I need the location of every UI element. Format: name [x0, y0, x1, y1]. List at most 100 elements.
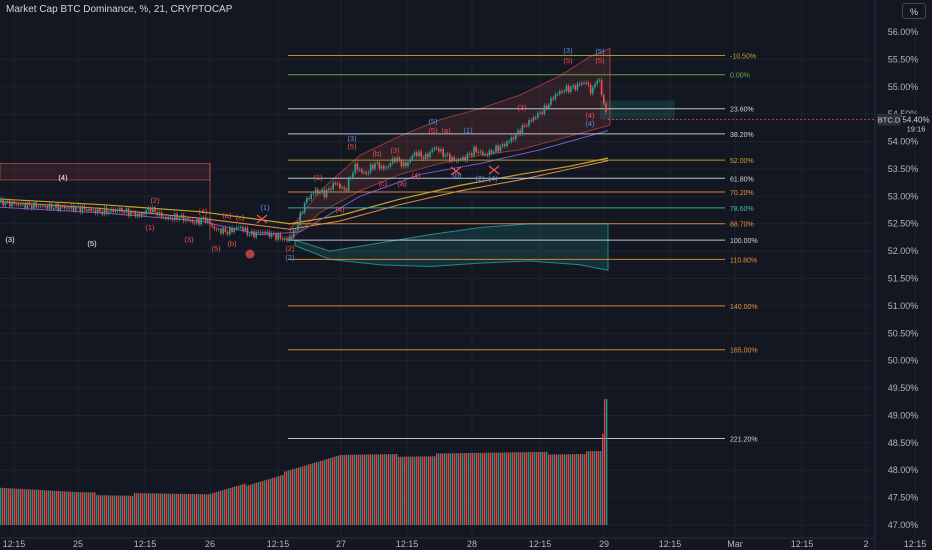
- candle-body: [301, 212, 304, 214]
- volume-bar: [392, 454, 394, 525]
- candle-body: [429, 152, 431, 158]
- volume-bar: [246, 485, 248, 525]
- volume-bar: [586, 451, 588, 525]
- volume-bar: [526, 452, 528, 525]
- currency-unit-button[interactable]: %: [902, 3, 926, 19]
- candle-body: [475, 147, 477, 152]
- volume-bar: [358, 454, 360, 525]
- volume-bar: [50, 490, 52, 525]
- candle-body: [605, 103, 607, 112]
- candle-body: [17, 204, 20, 206]
- candle-body: [519, 130, 521, 135]
- volume-bar: [142, 493, 144, 525]
- volume-bar: [144, 493, 146, 525]
- volume-bar: [398, 456, 400, 525]
- candle-body: [149, 207, 152, 213]
- volume-bar: [184, 493, 186, 525]
- candle-body: [352, 172, 354, 178]
- wave-label: (4): [198, 207, 208, 216]
- wave-label: (3): [347, 134, 357, 143]
- candle-body: [295, 230, 297, 232]
- candle-body: [550, 97, 552, 105]
- candle-body: [59, 206, 62, 211]
- volume-bar: [470, 452, 472, 525]
- candle-body: [319, 192, 321, 194]
- candle-body: [325, 189, 328, 198]
- candle-body: [380, 165, 383, 169]
- wave-label: (3): [5, 235, 15, 244]
- candle-body: [46, 206, 48, 209]
- wave-label: (1): [313, 173, 323, 182]
- wave-label: (2): [475, 174, 485, 183]
- wave-label: (b): [452, 171, 462, 180]
- volume-bar: [414, 456, 416, 525]
- wave-label: (a): [441, 126, 451, 135]
- candle-body: [594, 84, 596, 88]
- volume-bar: [36, 489, 38, 525]
- candle-body: [290, 237, 293, 239]
- candle-body: [479, 151, 482, 153]
- candle-body: [123, 212, 125, 214]
- volume-bar: [88, 492, 90, 525]
- volume-bar: [186, 493, 188, 525]
- volume-bar: [416, 456, 418, 525]
- volume-bar: [86, 492, 88, 525]
- candle-body: [158, 212, 161, 216]
- candle-body: [350, 177, 352, 179]
- candle-body: [233, 229, 235, 233]
- candle-body: [504, 144, 506, 147]
- wave-label: (4): [585, 111, 595, 120]
- volume-bar: [194, 494, 196, 525]
- volume-bar: [430, 456, 432, 525]
- x-tick-label: 12:15: [529, 539, 552, 549]
- volume-bar: [574, 454, 576, 525]
- volume-bar: [480, 452, 482, 525]
- candle-body: [372, 164, 374, 169]
- candle-body: [308, 198, 310, 200]
- wave-label: (2): [150, 196, 160, 205]
- candle-body: [44, 206, 46, 208]
- candle-body: [493, 151, 495, 153]
- candle-body: [246, 227, 249, 235]
- candle-body: [339, 183, 341, 189]
- candle-body: [292, 230, 295, 238]
- candle-body: [409, 159, 411, 163]
- volume-bar: [558, 454, 560, 525]
- volume-bar: [198, 494, 200, 525]
- volume-bar: [328, 458, 330, 525]
- candle-body: [79, 206, 81, 213]
- candle-body: [435, 147, 438, 149]
- volume-bar: [504, 452, 506, 525]
- wave-label: (a): [222, 211, 232, 220]
- candle-body: [567, 85, 570, 92]
- x-tick-label: 12:15: [396, 539, 419, 549]
- y-tick-label: 56.00%: [888, 27, 919, 37]
- volume-bar: [206, 494, 208, 525]
- volume-bar: [594, 451, 596, 525]
- volume-bar: [256, 482, 258, 525]
- volume-bar: [30, 489, 32, 525]
- x-tick-label: 12:15: [659, 539, 682, 549]
- volume-bar: [294, 468, 296, 525]
- candle-body: [105, 207, 108, 214]
- candle-body: [204, 217, 207, 223]
- candle-body: [88, 208, 90, 211]
- volume-bar: [520, 452, 522, 525]
- volume-bar: [450, 453, 452, 525]
- candle-body: [323, 189, 326, 198]
- candle-body: [537, 113, 539, 118]
- candle-body: [259, 232, 262, 234]
- volume-bar: [82, 492, 84, 525]
- volume-bar: [38, 489, 40, 525]
- lower-channel-band: [294, 223, 609, 271]
- candle-body: [244, 227, 246, 231]
- candle-body: [530, 120, 532, 122]
- candle-body: [407, 162, 409, 167]
- candle-body: [402, 162, 405, 167]
- candle-body: [83, 206, 86, 210]
- volume-bar: [326, 459, 328, 525]
- candle-body: [108, 211, 110, 214]
- volume-bar: [214, 492, 216, 525]
- candle-body: [180, 214, 183, 218]
